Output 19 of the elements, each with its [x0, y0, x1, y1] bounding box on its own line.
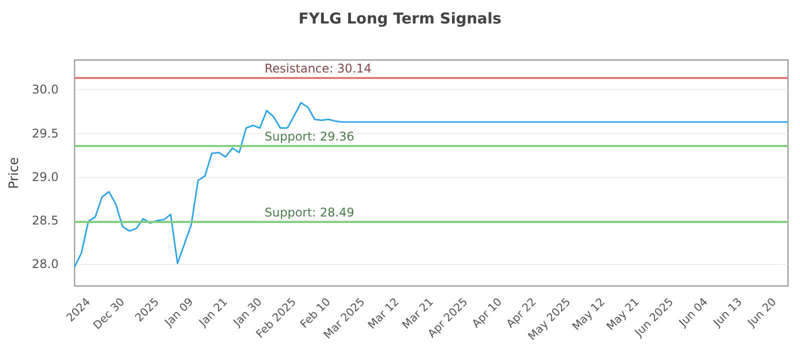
y-axis-title: Price	[7, 157, 22, 189]
x-tick-label: Jan 09	[162, 295, 196, 330]
x-tick-label: Mar 12	[365, 295, 402, 332]
x-tick-label: Jan 21	[196, 295, 230, 330]
x-tick-label: Jun 13	[710, 295, 745, 330]
chart-title: FYLG Long Term Signals	[298, 10, 502, 28]
y-tick-label: 29.0	[32, 170, 59, 184]
y-tick-label: 30.0	[32, 82, 59, 97]
x-tick-label: Jun 20	[744, 295, 779, 330]
y-tick-label: 28.5	[32, 214, 59, 228]
line-series	[74, 102, 789, 268]
ref-line-label: Support: 28.49	[264, 205, 354, 220]
ref-line-label: Resistance: 30.14	[264, 61, 372, 76]
x-tick-label: Jun 04	[676, 295, 710, 330]
x-tick-label: Apr 10	[470, 295, 504, 330]
x-tick-label: Dec 30	[90, 295, 128, 332]
y-tick-label: 29.5	[32, 126, 59, 140]
y-tick-label: 28.0	[32, 257, 59, 272]
ref-line-label: Support: 29.36	[264, 130, 354, 144]
